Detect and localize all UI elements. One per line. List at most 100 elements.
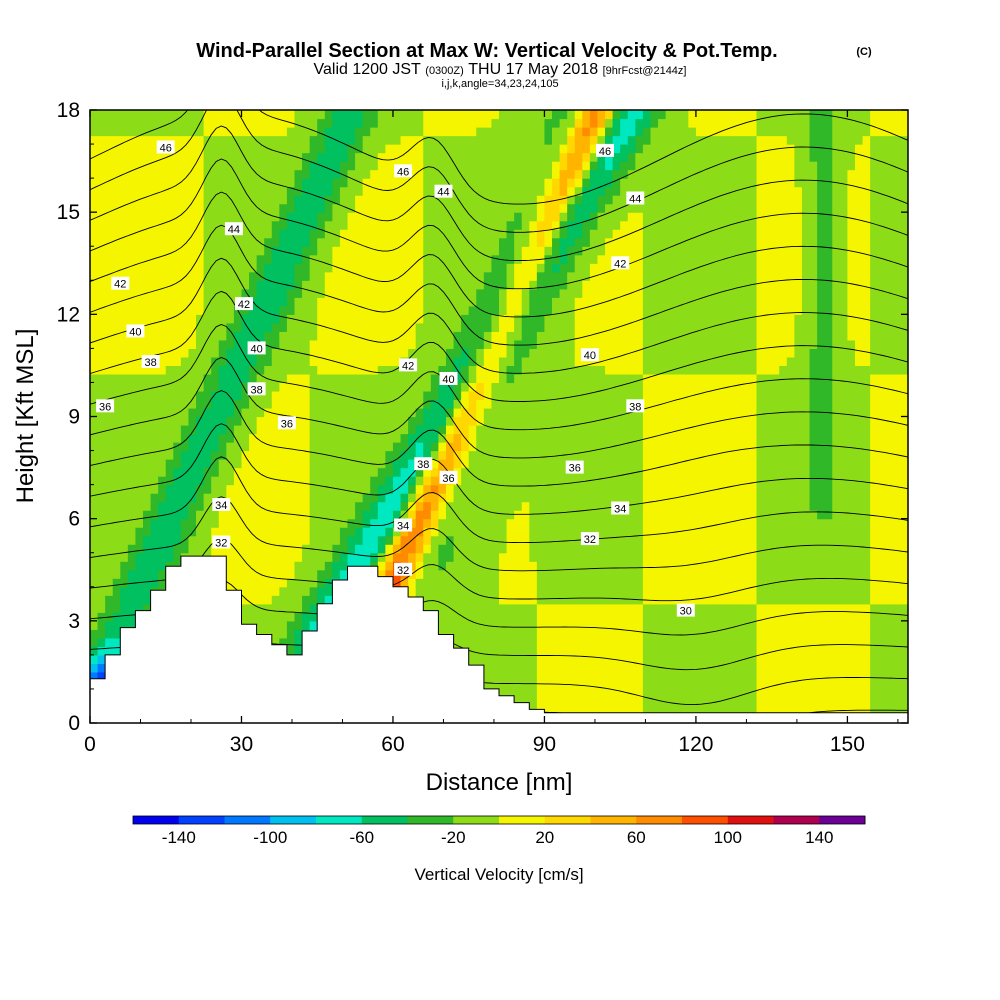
velocity-cell [105, 552, 114, 562]
velocity-cell [302, 178, 311, 188]
velocity-cell [438, 110, 447, 120]
velocity-cell [347, 263, 356, 273]
velocity-cell [529, 220, 538, 230]
velocity-cell [317, 399, 326, 409]
velocity-cell [582, 144, 591, 154]
velocity-cell [196, 229, 205, 239]
velocity-cell [483, 203, 493, 213]
velocity-cell [90, 450, 99, 460]
velocity-cell [105, 331, 114, 341]
velocity-cell [143, 178, 152, 188]
velocity-cell [302, 297, 311, 307]
velocity-cell [377, 501, 386, 511]
velocity-cell [362, 246, 371, 256]
velocity-cell [332, 186, 341, 196]
velocity-cell [491, 365, 500, 375]
velocity-cell [392, 425, 402, 435]
velocity-cell [408, 390, 417, 401]
velocity-cell [188, 390, 197, 401]
velocity-cell [233, 135, 243, 145]
velocity-cell [499, 203, 508, 213]
velocity-cell [339, 110, 349, 120]
velocity-cell [423, 595, 432, 605]
velocity-cell [597, 373, 606, 384]
velocity-cell [408, 144, 417, 154]
velocity-cell [241, 399, 250, 409]
velocity-cell [173, 178, 182, 188]
velocity-cell [491, 510, 500, 520]
velocity-cell [445, 561, 455, 571]
velocity-cell [286, 382, 296, 392]
velocity-cell [461, 561, 470, 571]
velocity-cell [135, 467, 144, 477]
velocity-cell [347, 450, 356, 460]
velocity-cell [552, 186, 561, 196]
velocity-cell [529, 280, 538, 290]
velocity-cell [567, 322, 576, 332]
velocity-cell [514, 127, 523, 137]
velocity-cell [506, 263, 515, 273]
velocity-cell [392, 365, 402, 375]
velocity-cell [256, 365, 265, 375]
velocity-cell [120, 535, 129, 545]
velocity-cell [150, 433, 159, 443]
velocity-cell [241, 493, 250, 503]
velocity-cell [521, 697, 530, 707]
velocity-cell [423, 339, 432, 349]
velocity-cell [188, 484, 197, 494]
velocity-cell [324, 178, 333, 188]
velocity-cell [415, 356, 424, 367]
velocity-cell [491, 322, 500, 332]
velocity-cell [408, 382, 417, 392]
velocity-cell [536, 407, 546, 418]
velocity-cell [499, 178, 508, 188]
velocity-cell [256, 501, 265, 511]
velocity-cell [370, 390, 379, 401]
velocity-cell [309, 212, 318, 222]
velocity-cell [279, 552, 288, 562]
velocity-cell [97, 569, 106, 579]
velocity-cell [150, 561, 159, 571]
velocity-cell [499, 671, 508, 682]
velocity-cell [468, 586, 477, 596]
velocity-cell [218, 144, 227, 154]
velocity-cell [423, 152, 432, 162]
velocity-cell [438, 135, 447, 145]
velocity-cell [408, 425, 417, 435]
velocity-cell [536, 663, 546, 673]
velocity-cell [552, 442, 561, 452]
velocity-cell [324, 152, 333, 162]
velocity-cell [536, 569, 546, 579]
velocity-cell [468, 144, 477, 154]
velocity-cell [567, 501, 576, 511]
velocity-cell [499, 510, 508, 520]
velocity-cell [582, 450, 591, 460]
velocity-cell [241, 212, 250, 222]
velocity-cell [445, 220, 455, 230]
velocity-cell [476, 646, 485, 656]
velocity-cell [279, 569, 288, 579]
velocity-cell [317, 254, 326, 264]
velocity-cell [241, 603, 250, 613]
velocity-cell [90, 288, 99, 298]
velocity-cell [430, 263, 439, 273]
velocity-cell [271, 135, 280, 145]
velocity-cell [309, 450, 318, 460]
velocity-cell [597, 501, 606, 511]
velocity-cell [582, 425, 591, 435]
velocity-cell [499, 212, 508, 222]
velocity-cell [347, 535, 356, 545]
velocity-cell [552, 612, 561, 622]
velocity-cell [536, 629, 546, 639]
velocity-cell [264, 203, 273, 213]
velocity-cell [97, 671, 106, 682]
velocity-cell [605, 365, 614, 375]
velocity-cell [506, 186, 515, 196]
velocity-cell [233, 450, 243, 460]
velocity-cell [302, 467, 311, 477]
velocity-cell [150, 203, 159, 213]
velocity-cell [468, 578, 477, 588]
velocity-cell [582, 399, 591, 409]
velocity-cell [279, 407, 288, 418]
velocity-cell [521, 467, 530, 477]
